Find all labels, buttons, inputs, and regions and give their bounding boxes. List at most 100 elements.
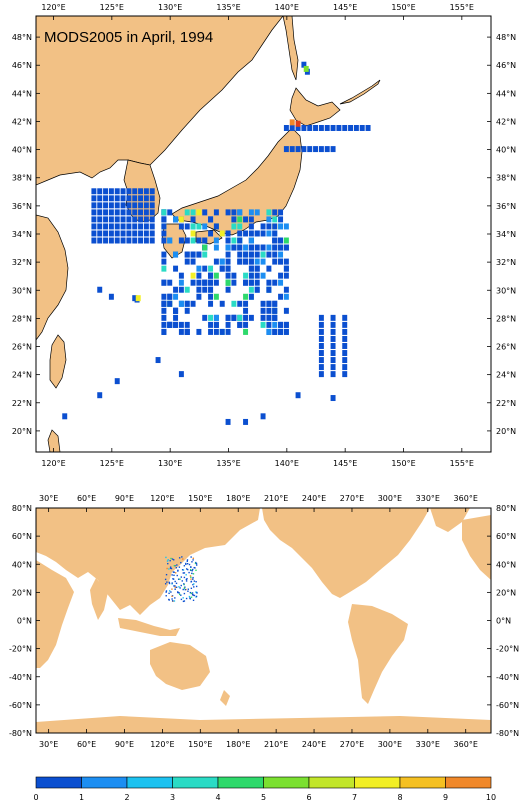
data-cell (266, 314, 272, 321)
data-cell (342, 335, 348, 342)
data-cell (91, 188, 97, 195)
data-cell (192, 557, 195, 559)
data-cell (173, 559, 175, 561)
data-cell (126, 237, 132, 244)
data-cell (193, 583, 195, 585)
data-cell (237, 321, 243, 328)
lon-tick-label: 360°E (454, 494, 478, 503)
data-cell (184, 300, 190, 307)
data-cell (283, 258, 289, 265)
map-title: MODS2005 in April, 1994 (44, 29, 213, 46)
data-cell (225, 418, 231, 425)
data-cell (126, 209, 132, 216)
data-cell (167, 209, 173, 216)
data-cell (103, 188, 109, 195)
data-cell (190, 576, 192, 579)
data-cell (167, 300, 173, 307)
data-cell (330, 328, 336, 335)
data-cell (173, 564, 176, 567)
regional-land (36, 16, 381, 452)
data-cell (161, 314, 167, 321)
data-cell (171, 595, 173, 598)
data-cell (172, 578, 175, 580)
data-cell (219, 265, 225, 272)
lon-tick-label: 120°E (150, 494, 174, 503)
colorbar-label: 6 (306, 793, 311, 802)
data-cell (176, 564, 178, 566)
data-cell (272, 307, 278, 314)
lat-tick-label: 46°N (496, 61, 516, 70)
lon-tick-label: 150°E (391, 3, 415, 12)
data-cell (168, 590, 171, 592)
data-cell (196, 286, 202, 293)
data-cell (161, 230, 167, 237)
data-cell (103, 195, 109, 202)
data-cell (120, 195, 126, 202)
data-cell (91, 195, 97, 202)
data-cell (192, 578, 194, 580)
data-cell (168, 581, 170, 584)
data-cell (190, 581, 192, 583)
data-cell (243, 293, 249, 300)
data-cell (108, 223, 114, 230)
data-cell (260, 258, 266, 265)
data-cell (174, 580, 176, 583)
data-cell (179, 578, 181, 580)
data-cell (303, 65, 309, 72)
data-cell (260, 300, 266, 307)
data-cell (135, 295, 141, 302)
data-cell (237, 237, 243, 244)
data-cell (260, 413, 266, 420)
lat-tick-label: 60°N (496, 532, 516, 541)
lat-tick-label: 28°N (12, 314, 32, 323)
data-cell (213, 321, 219, 328)
colorbar-swatch (172, 776, 219, 789)
data-cell (174, 588, 176, 590)
global-map-ticks: 30°E 30°E 60°E 60°E 90°E 90°E 120°E 120°E 150°E 1… (9, 494, 519, 749)
data-cell (313, 125, 319, 131)
data-cell (97, 223, 103, 230)
data-cell (97, 392, 103, 399)
data-cell (190, 279, 196, 286)
data-cell (172, 571, 175, 573)
data-cell (278, 251, 284, 258)
data-cell (243, 314, 249, 321)
data-cell (188, 563, 191, 566)
data-cell (342, 364, 348, 371)
data-cell (301, 146, 307, 153)
data-cell (190, 272, 196, 279)
land-new-zealand (220, 690, 230, 706)
data-cell (195, 581, 197, 583)
data-cell (161, 307, 167, 314)
data-cell (289, 146, 295, 153)
data-cell (342, 371, 348, 378)
data-cell (176, 574, 178, 577)
data-cell (165, 591, 167, 593)
data-cell (318, 335, 324, 342)
data-cell (283, 328, 289, 335)
lon-tick-label: 210°E (264, 740, 288, 749)
data-cell (266, 265, 272, 272)
data-cell (132, 216, 138, 223)
data-cell (237, 230, 243, 237)
data-cell (243, 418, 249, 425)
colorbar-label: 9 (443, 793, 448, 802)
data-cell (208, 216, 214, 223)
lat-tick-label: 48°N (12, 33, 32, 42)
data-cell (175, 567, 178, 569)
lon-tick-label: 240°E (302, 494, 326, 503)
data-cell (266, 279, 272, 286)
data-cell (231, 216, 237, 223)
data-cell (248, 279, 254, 286)
data-cell (181, 569, 184, 571)
data-cell (184, 286, 190, 293)
data-cell (171, 588, 173, 590)
data-cell (195, 585, 198, 588)
data-cell (189, 597, 192, 600)
data-cell (170, 567, 173, 570)
data-cell (193, 566, 195, 569)
lat-tick-label: 48°N (496, 33, 516, 42)
data-cell (254, 286, 260, 293)
data-cell (237, 216, 243, 223)
data-cell (114, 216, 120, 223)
